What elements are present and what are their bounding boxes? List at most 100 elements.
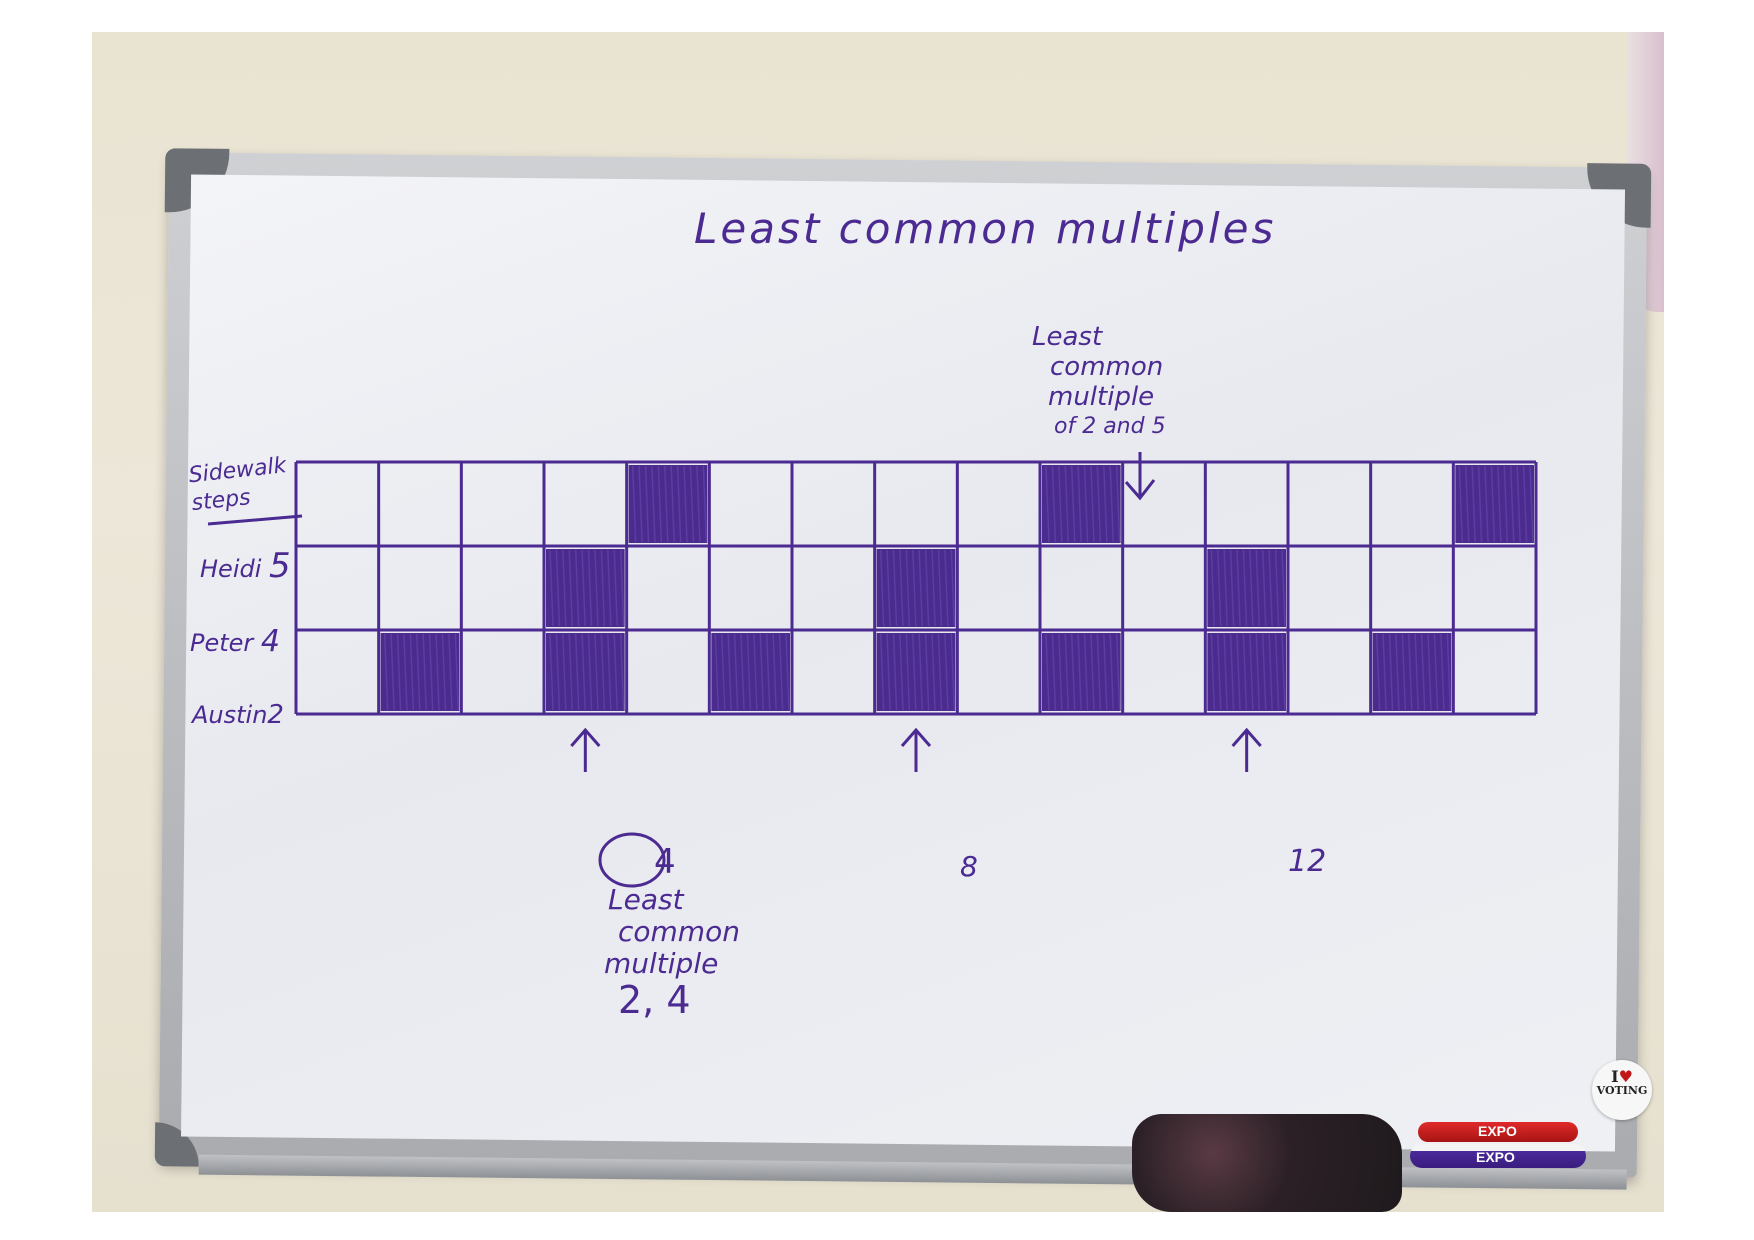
hatch-stroke xyxy=(1433,633,1439,711)
hatch-stroke xyxy=(1281,633,1286,711)
hatch-stroke xyxy=(1090,465,1095,543)
hatch-stroke xyxy=(562,633,567,711)
hatch-stroke xyxy=(879,633,885,711)
cloth-eraser xyxy=(1132,1114,1402,1212)
hatch-stroke xyxy=(396,633,402,711)
hatch-stroke xyxy=(1058,465,1063,543)
hatch-stroke xyxy=(1045,465,1050,543)
hatch-stroke xyxy=(1408,633,1413,711)
hatch-stroke xyxy=(587,549,593,627)
hatch-stroke xyxy=(549,549,554,627)
hatch-stroke xyxy=(944,633,949,711)
hatch-stroke xyxy=(1401,633,1407,711)
hatch-stroke xyxy=(778,633,784,711)
hatch-stroke xyxy=(721,633,726,711)
whiteboard-ink xyxy=(207,452,1538,888)
hatch-stroke xyxy=(683,465,688,543)
hatch-stroke xyxy=(1083,465,1089,543)
hatch-stroke xyxy=(594,633,599,711)
row-label-peter: Peter 4 xyxy=(190,624,281,659)
hatch-stroke xyxy=(1058,633,1063,711)
hatch-stroke xyxy=(1051,465,1057,543)
hatch-stroke xyxy=(613,633,618,711)
hatch-stroke xyxy=(1516,465,1521,543)
hatch-stroke xyxy=(1103,633,1108,711)
hatch-stroke xyxy=(416,633,421,711)
steps-grid xyxy=(294,460,1538,716)
hatch-stroke xyxy=(746,633,752,711)
arrows-and-strokes xyxy=(207,452,1262,888)
hatch-stroke xyxy=(944,549,949,627)
hatch-stroke xyxy=(931,633,936,711)
hatch-stroke xyxy=(1490,465,1496,543)
hatch-stroke xyxy=(1115,465,1121,543)
hatch-stroke xyxy=(1070,633,1076,711)
step-fills xyxy=(380,465,1534,711)
hatch-stroke xyxy=(1051,633,1057,711)
circle-around-4 xyxy=(598,832,666,888)
hatch-stroke xyxy=(1064,465,1069,543)
hatch-stroke xyxy=(1249,633,1254,711)
hatch-stroke xyxy=(1477,465,1483,543)
hatch-stroke xyxy=(766,633,771,711)
marker-12: 12 xyxy=(1288,844,1327,879)
hatch-stroke xyxy=(383,633,389,711)
hatch-stroke xyxy=(600,633,606,711)
hatch-stroke xyxy=(1210,549,1216,627)
hatch-stroke xyxy=(607,549,612,627)
heart-icon: ♥ xyxy=(1618,1067,1633,1086)
hatch-stroke xyxy=(670,465,675,543)
hatch-stroke xyxy=(409,633,415,711)
hatch-stroke xyxy=(454,633,460,711)
hatch-stroke xyxy=(1083,633,1089,711)
hatch-stroke xyxy=(950,633,956,711)
hatch-stroke xyxy=(1096,465,1102,543)
hatch-stroke xyxy=(759,633,765,711)
hatch-stroke xyxy=(1497,465,1502,543)
hatch-stroke xyxy=(613,549,618,627)
hatch-stroke xyxy=(644,465,650,543)
hatch-stroke xyxy=(1440,633,1445,711)
hatch-stroke xyxy=(1217,633,1222,711)
hatch-stroke xyxy=(924,549,930,627)
hatch-stroke xyxy=(555,549,561,627)
row-label-heidi: Heidi 5 xyxy=(200,546,291,586)
hatch-stroke xyxy=(1217,549,1222,627)
hatch-stroke xyxy=(912,633,917,711)
hatch-stroke xyxy=(1503,465,1509,543)
hatch-stroke xyxy=(403,633,408,711)
hatch-stroke xyxy=(1414,633,1419,711)
hatch-stroke xyxy=(1096,633,1102,711)
hatch-stroke xyxy=(562,549,567,627)
expo-marker-red: EXPO xyxy=(1418,1122,1578,1142)
hatch-stroke xyxy=(1242,549,1248,627)
hatch-stroke xyxy=(772,633,777,711)
hatch-stroke xyxy=(1109,465,1114,543)
hatch-stroke xyxy=(1382,633,1387,711)
hatch-stroke xyxy=(1109,633,1114,711)
hatch-stroke xyxy=(587,633,593,711)
hatch-stroke xyxy=(1077,633,1082,711)
hatch-stroke xyxy=(1420,633,1426,711)
hatch-stroke xyxy=(607,633,612,711)
bottom-note: Least common multiple 2, 4 xyxy=(604,883,740,1022)
hatch-stroke xyxy=(1103,465,1108,543)
board-title: Least common multiples xyxy=(694,204,1277,253)
hatch-stroke xyxy=(702,465,708,543)
hatch-stroke xyxy=(918,549,923,627)
hatch-stroke xyxy=(1281,549,1286,627)
hatch-stroke xyxy=(1090,633,1095,711)
hatch-stroke xyxy=(568,633,573,711)
hatch-stroke xyxy=(651,465,656,543)
hatch-stroke xyxy=(1210,633,1216,711)
hatch-stroke xyxy=(1229,549,1235,627)
hatch-stroke xyxy=(1375,633,1381,711)
hatch-stroke xyxy=(676,465,682,543)
up-arrow-icon xyxy=(1231,727,1262,772)
hatch-stroke xyxy=(1115,633,1121,711)
hatch-stroke xyxy=(594,549,599,627)
hatch-stroke xyxy=(1242,633,1248,711)
hatch-stroke xyxy=(689,465,695,543)
hatch-stroke xyxy=(1255,549,1261,627)
hatch-stroke xyxy=(740,633,745,711)
